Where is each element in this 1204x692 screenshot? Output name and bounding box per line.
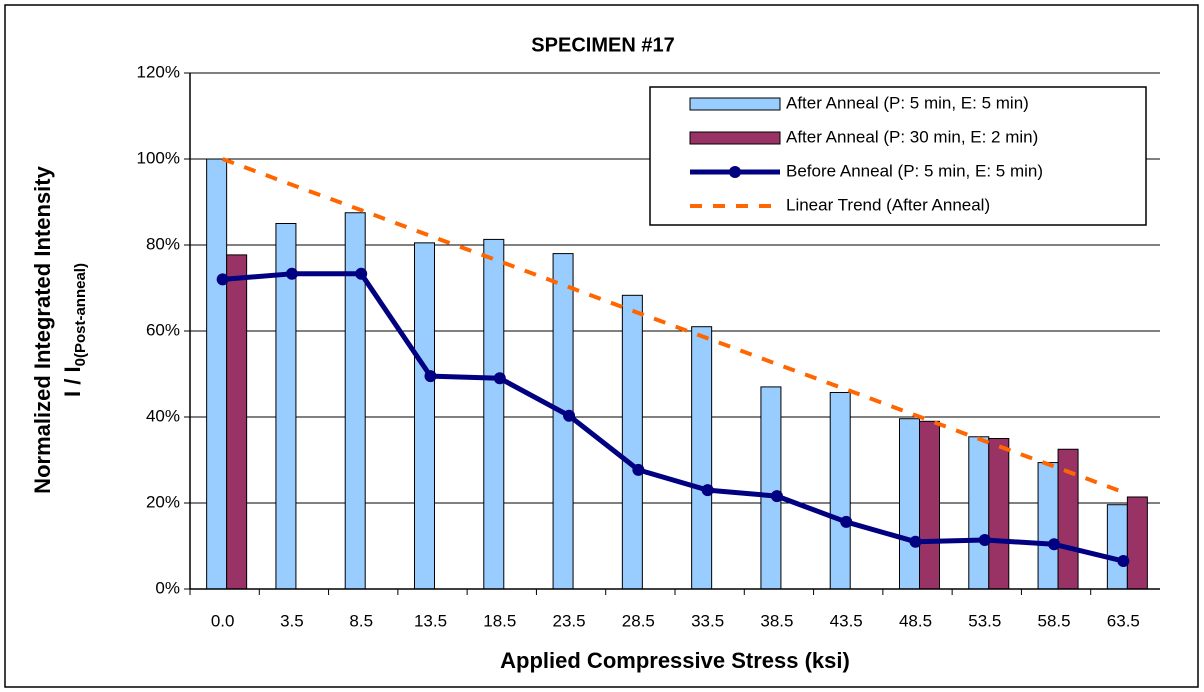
- bar: [899, 418, 920, 590]
- legend-label: Linear Trend (After Anneal): [786, 195, 990, 214]
- x-tick-label: 3.5: [280, 611, 304, 630]
- line-marker: [216, 273, 229, 286]
- y-tick-label: 80%: [146, 234, 180, 253]
- x-tick-label: 48.5: [899, 611, 932, 630]
- legend-label: Before Anneal (P: 5 min, E: 5 min): [786, 161, 1043, 180]
- bar: [919, 420, 940, 590]
- y-axis-label-sub: 0(Post-anneal): [72, 263, 89, 366]
- line-marker: [770, 490, 783, 503]
- y-tick-label: 40%: [146, 406, 180, 425]
- line-marker: [978, 533, 991, 546]
- legend-marker: [729, 166, 741, 178]
- bar: [206, 158, 228, 590]
- legend-swatch: [689, 131, 781, 145]
- y-axis-label-group: Normalized Integrated Intensity I / I0(P…: [30, 165, 89, 493]
- line-marker: [701, 484, 714, 497]
- x-tick-label: 8.5: [349, 611, 373, 630]
- line-marker: [1117, 555, 1130, 568]
- legend-swatch: [689, 97, 781, 111]
- bar: [829, 391, 851, 590]
- x-axis-label: Applied Compressive Stress (ksi): [500, 648, 850, 673]
- bar: [226, 254, 248, 590]
- line-series: [222, 271, 1124, 564]
- x-tick-label: 13.5: [414, 611, 447, 630]
- x-tick-label: 0.0: [211, 611, 235, 630]
- y-tick-label: 120%: [137, 62, 180, 81]
- bar: [483, 238, 505, 590]
- line-marker: [632, 463, 645, 476]
- x-tick-label: 18.5: [483, 611, 516, 630]
- legend-label: After Anneal (P: 5 min, E: 5 min): [786, 93, 1029, 112]
- bar: [760, 386, 782, 590]
- line-marker: [1048, 538, 1061, 551]
- line-marker: [285, 267, 298, 280]
- y-axis-label-main: I / I: [60, 366, 85, 397]
- y-axis-label-2: I / I0(Post-anneal): [60, 263, 89, 397]
- y-tick-label: 100%: [137, 148, 180, 167]
- line-marker: [840, 515, 853, 528]
- bar: [621, 294, 643, 590]
- line-marker: [563, 409, 576, 422]
- line-marker: [424, 370, 437, 383]
- x-tick-label: 58.5: [1038, 611, 1071, 630]
- x-tick-label: 33.5: [691, 611, 724, 630]
- x-tick-label: 63.5: [1107, 611, 1140, 630]
- y-tick-label: 20%: [146, 492, 180, 511]
- x-tick-label: 38.5: [760, 611, 793, 630]
- y-tick-label: 0%: [155, 578, 180, 597]
- bar: [414, 242, 435, 590]
- line-marker: [493, 372, 506, 385]
- x-tick-label: 23.5: [553, 611, 586, 630]
- bar: [691, 326, 713, 590]
- bar: [988, 438, 1010, 590]
- bar: [1126, 496, 1148, 590]
- bar: [1106, 504, 1128, 590]
- line-marker: [355, 267, 368, 280]
- chart-title: SPECIMEN #17: [531, 34, 674, 56]
- bar: [968, 436, 990, 590]
- y-tick-label: 60%: [146, 320, 180, 339]
- y-axis-label: Normalized Integrated Intensity: [30, 165, 55, 493]
- x-tick-label: 53.5: [968, 611, 1001, 630]
- x-tick-label: 28.5: [622, 611, 655, 630]
- bar: [1037, 462, 1059, 590]
- legend-label: After Anneal (P: 30 min, E: 2 min): [786, 127, 1038, 146]
- line-marker: [909, 535, 922, 548]
- x-tick-label: 43.5: [830, 611, 863, 630]
